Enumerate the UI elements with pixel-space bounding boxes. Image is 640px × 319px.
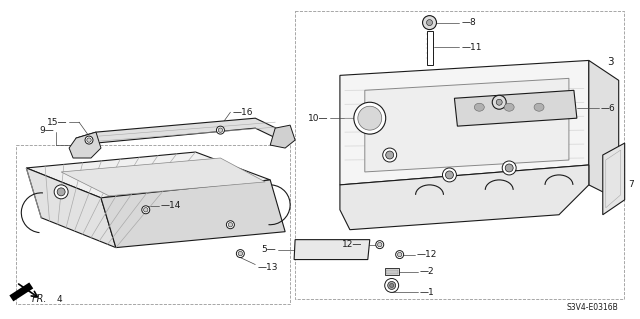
Circle shape: [385, 278, 399, 293]
Circle shape: [85, 136, 93, 144]
Text: 3: 3: [607, 57, 613, 67]
Text: 12—: 12—: [342, 240, 363, 249]
Text: —13: —13: [257, 263, 278, 272]
Text: —6: —6: [601, 104, 616, 113]
Circle shape: [354, 102, 386, 134]
Circle shape: [142, 206, 150, 214]
Circle shape: [496, 99, 502, 105]
Circle shape: [227, 221, 234, 229]
Bar: [386, 270, 397, 273]
Circle shape: [54, 185, 68, 199]
Text: —11: —11: [461, 43, 482, 52]
Polygon shape: [454, 90, 577, 126]
Text: —16: —16: [232, 108, 253, 117]
Circle shape: [57, 188, 65, 196]
Circle shape: [397, 252, 402, 257]
Circle shape: [396, 251, 404, 259]
Circle shape: [383, 148, 397, 162]
Circle shape: [218, 128, 223, 132]
Circle shape: [422, 16, 436, 30]
Text: —8: —8: [531, 98, 546, 107]
Polygon shape: [10, 282, 33, 301]
Circle shape: [445, 171, 453, 179]
Circle shape: [238, 251, 243, 256]
Circle shape: [388, 281, 396, 289]
Bar: [385, 268, 399, 276]
Text: —1: —1: [420, 288, 435, 297]
Text: —12: —12: [417, 250, 437, 259]
Circle shape: [236, 249, 244, 257]
Polygon shape: [26, 168, 116, 248]
Text: S3V4-E0316B: S3V4-E0316B: [567, 303, 619, 312]
Text: 4: 4: [56, 295, 62, 304]
Text: —2: —2: [420, 267, 434, 276]
Circle shape: [492, 95, 506, 109]
Circle shape: [502, 161, 516, 175]
Polygon shape: [340, 60, 589, 185]
Text: 9—: 9—: [40, 126, 54, 135]
Text: 10—: 10—: [307, 114, 328, 123]
Polygon shape: [270, 125, 295, 148]
Text: 7: 7: [628, 180, 634, 189]
Circle shape: [143, 208, 148, 212]
Text: 15—: 15—: [47, 118, 67, 127]
Text: —14: —14: [161, 201, 181, 210]
Polygon shape: [589, 60, 619, 200]
Circle shape: [426, 19, 433, 26]
Circle shape: [390, 284, 394, 287]
Ellipse shape: [474, 103, 484, 111]
Polygon shape: [603, 143, 625, 215]
Polygon shape: [26, 152, 270, 198]
Text: FR.: FR.: [31, 294, 47, 304]
Polygon shape: [365, 78, 569, 172]
Circle shape: [216, 126, 225, 134]
Polygon shape: [340, 165, 589, 230]
Ellipse shape: [504, 103, 514, 111]
Circle shape: [228, 223, 232, 227]
Ellipse shape: [534, 103, 544, 111]
Circle shape: [442, 168, 456, 182]
Circle shape: [376, 241, 384, 249]
Circle shape: [358, 106, 381, 130]
Circle shape: [87, 138, 92, 142]
Text: —8: —8: [461, 18, 476, 27]
Bar: [426, 31, 433, 65]
Polygon shape: [69, 132, 101, 158]
Polygon shape: [76, 118, 280, 150]
Polygon shape: [294, 240, 370, 260]
Circle shape: [386, 151, 394, 159]
Text: 5—: 5—: [262, 245, 276, 254]
Polygon shape: [61, 158, 265, 196]
Polygon shape: [101, 180, 285, 248]
Circle shape: [378, 242, 382, 247]
Circle shape: [505, 164, 513, 172]
